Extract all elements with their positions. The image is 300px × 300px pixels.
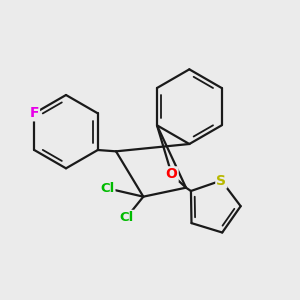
Text: Cl: Cl (100, 182, 115, 195)
Text: S: S (216, 173, 226, 188)
Text: F: F (29, 106, 39, 120)
Text: Cl: Cl (119, 211, 134, 224)
Text: O: O (166, 167, 178, 181)
